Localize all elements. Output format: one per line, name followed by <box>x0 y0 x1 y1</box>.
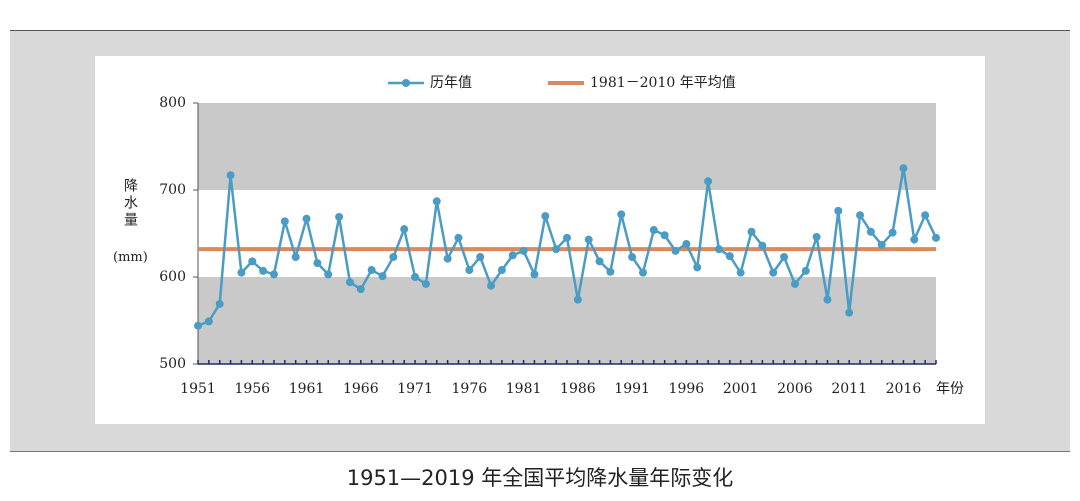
x-tick-label: 2011 <box>831 381 867 397</box>
point <box>313 259 322 268</box>
point <box>204 317 213 326</box>
x-tick-label: 2006 <box>777 381 813 397</box>
x-tick-label: 1951 <box>180 381 216 397</box>
point <box>519 246 528 255</box>
point <box>497 266 506 275</box>
point <box>215 299 224 308</box>
point <box>671 246 680 255</box>
point <box>714 245 723 254</box>
point <box>584 235 593 244</box>
point <box>487 281 496 290</box>
point <box>400 225 409 234</box>
band <box>198 103 936 190</box>
legend-label: 1981－2010 年平均值 <box>590 75 736 91</box>
point <box>280 217 289 226</box>
y-tick-label: 500 <box>159 356 186 372</box>
point <box>921 211 930 220</box>
point <box>421 279 430 288</box>
point <box>443 254 452 263</box>
point <box>845 308 854 317</box>
point <box>932 233 940 242</box>
point <box>269 270 278 279</box>
point <box>747 227 756 236</box>
point <box>291 252 300 261</box>
y-axis-label: 降水量 <box>122 178 138 229</box>
point <box>801 266 810 275</box>
legend-marker <box>402 79 410 87</box>
point <box>725 252 734 261</box>
point <box>758 241 767 250</box>
x-tick-label: 1981 <box>506 381 542 397</box>
y-tick-label: 600 <box>159 269 186 285</box>
legend-label: 历年值 <box>430 75 472 91</box>
point <box>237 268 246 277</box>
x-tick-label: 2001 <box>723 381 759 397</box>
point <box>856 211 865 220</box>
point <box>302 214 311 223</box>
point <box>638 268 647 277</box>
x-tick-label: 1966 <box>343 381 379 397</box>
point <box>432 197 441 206</box>
point <box>595 257 604 266</box>
point <box>465 266 474 275</box>
point <box>563 233 571 242</box>
point <box>682 239 691 248</box>
x-tick-label: 1961 <box>289 381 325 397</box>
point <box>736 268 745 277</box>
point <box>769 268 778 277</box>
y-tick-label: 800 <box>159 95 186 111</box>
point <box>508 251 517 260</box>
point <box>335 212 344 221</box>
caption: 1951—2019 年全国平均降水量年际变化 <box>346 466 734 490</box>
point <box>476 252 485 261</box>
point <box>552 245 561 254</box>
point <box>790 279 799 288</box>
point <box>823 295 832 304</box>
point <box>628 252 637 261</box>
point <box>226 171 235 180</box>
point <box>378 272 387 281</box>
point <box>454 233 463 242</box>
x-tick-label: 1986 <box>560 381 596 397</box>
band <box>198 277 936 364</box>
point <box>617 210 626 219</box>
point <box>899 164 908 173</box>
point <box>649 226 658 235</box>
point <box>356 285 365 294</box>
x-tick-label: 1956 <box>234 381 270 397</box>
x-axis-label: 年份 <box>936 381 964 397</box>
point <box>194 321 202 330</box>
point <box>541 212 550 221</box>
point <box>780 252 789 261</box>
y-tick-label: 700 <box>159 182 186 198</box>
point <box>259 266 268 275</box>
point <box>812 232 821 241</box>
x-tick-label: 2016 <box>886 381 922 397</box>
point <box>866 227 875 236</box>
x-tick-label: 1976 <box>452 381 488 397</box>
point <box>910 235 919 244</box>
point <box>834 206 843 215</box>
point <box>888 228 897 237</box>
point <box>693 263 702 272</box>
point <box>704 177 713 186</box>
point <box>573 295 582 304</box>
point <box>877 240 886 249</box>
point <box>660 231 669 240</box>
point <box>606 267 615 276</box>
x-tick-label: 1991 <box>614 381 650 397</box>
x-tick-label: 1996 <box>669 381 705 397</box>
point <box>324 270 333 279</box>
point <box>367 266 376 275</box>
point <box>411 273 420 281</box>
point <box>248 257 257 266</box>
point <box>389 252 398 261</box>
point <box>345 278 354 287</box>
x-tick-label: 1971 <box>397 381 433 397</box>
point <box>530 270 539 279</box>
y-axis-unit: (mm) <box>113 250 148 265</box>
